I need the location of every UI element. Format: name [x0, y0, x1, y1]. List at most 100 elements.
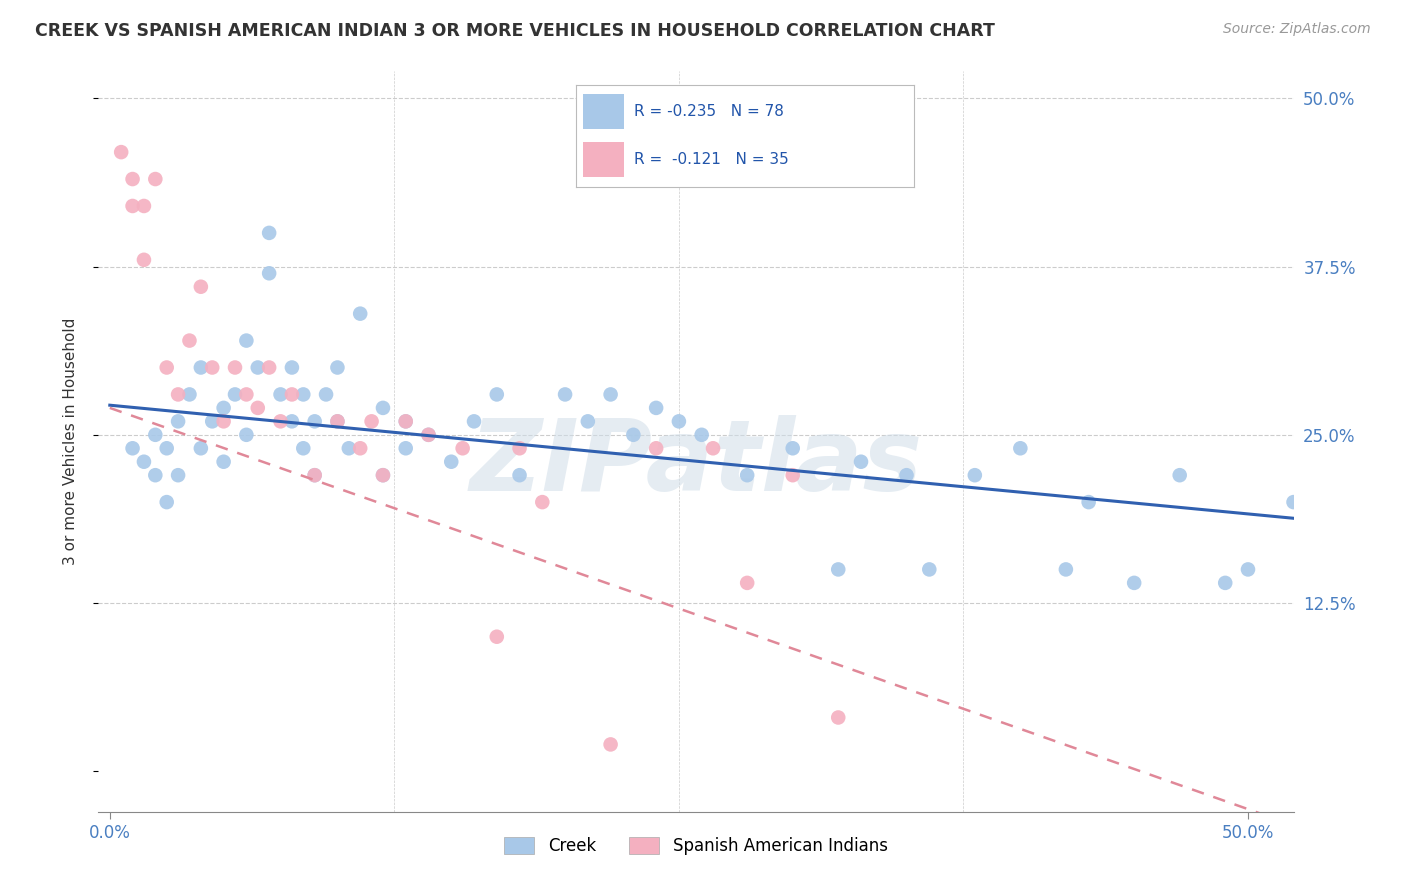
Point: [257, 266, 280, 280]
Point: [132, 455, 155, 469]
Point: [270, 414, 292, 428]
Point: [270, 387, 292, 401]
Point: [554, 387, 576, 401]
Point: [896, 468, 918, 483]
Point: [371, 468, 394, 483]
Point: [246, 401, 269, 415]
Text: ZIPatlas: ZIPatlas: [470, 416, 922, 512]
Point: [132, 199, 155, 213]
Point: [224, 387, 246, 401]
Point: [292, 442, 315, 456]
Point: [201, 360, 224, 375]
Point: [143, 172, 166, 186]
Point: [190, 360, 212, 375]
Point: [395, 414, 418, 428]
Text: CREEK VS SPANISH AMERICAN INDIAN 3 OR MORE VEHICLES IN HOUSEHOLD CORRELATION CHA: CREEK VS SPANISH AMERICAN INDIAN 3 OR MO…: [35, 22, 995, 40]
Text: R =  -0.121   N = 35: R = -0.121 N = 35: [634, 153, 789, 167]
Point: [1054, 562, 1077, 576]
Point: [418, 427, 440, 442]
Point: [509, 468, 531, 483]
Point: [418, 427, 440, 442]
Point: [645, 401, 668, 415]
Point: [371, 468, 394, 483]
Point: [143, 427, 166, 442]
Point: [509, 442, 531, 456]
Point: [304, 468, 326, 483]
Point: [315, 387, 337, 401]
Legend: Creek, Spanish American Indians: Creek, Spanish American Indians: [505, 837, 887, 855]
Point: [292, 387, 315, 401]
Point: [918, 562, 941, 576]
Point: [281, 414, 304, 428]
Point: [121, 172, 143, 186]
Point: [121, 442, 143, 456]
Point: [1282, 495, 1305, 509]
Point: [1168, 468, 1191, 483]
Point: [304, 468, 326, 483]
Point: [1237, 562, 1260, 576]
Point: [371, 401, 394, 415]
Point: [179, 387, 201, 401]
Point: [349, 442, 371, 456]
Point: [849, 455, 872, 469]
Point: [1213, 575, 1236, 590]
Point: [257, 226, 280, 240]
Point: [143, 468, 166, 483]
Point: [156, 495, 179, 509]
Point: [212, 414, 235, 428]
Point: [531, 495, 554, 509]
Y-axis label: 3 or more Vehicles in Household: 3 or more Vehicles in Household: [63, 318, 77, 566]
Point: [235, 334, 257, 348]
Point: [349, 307, 371, 321]
Point: [395, 414, 418, 428]
Point: [224, 360, 246, 375]
Point: [440, 455, 463, 469]
Point: [782, 442, 804, 456]
Point: [485, 630, 508, 644]
Point: [360, 414, 382, 428]
Point: [451, 442, 474, 456]
Point: [281, 360, 304, 375]
Point: [702, 442, 724, 456]
Point: [963, 468, 986, 483]
Point: [326, 414, 349, 428]
Point: [782, 468, 804, 483]
Point: [690, 427, 713, 442]
Point: [201, 414, 224, 428]
Point: [190, 279, 212, 293]
Point: [132, 252, 155, 267]
Point: [167, 414, 190, 428]
Point: [212, 401, 235, 415]
Point: [1374, 468, 1396, 483]
Point: [235, 427, 257, 442]
Point: [156, 360, 179, 375]
Point: [337, 442, 360, 456]
Point: [167, 468, 190, 483]
Point: [621, 427, 644, 442]
Point: [827, 562, 849, 576]
Point: [1010, 442, 1032, 456]
Point: [179, 334, 201, 348]
Bar: [583, 142, 624, 177]
Point: [304, 414, 326, 428]
Point: [463, 414, 485, 428]
Point: [167, 387, 190, 401]
Point: [735, 575, 758, 590]
Point: [281, 387, 304, 401]
Point: [212, 455, 235, 469]
Point: [326, 414, 349, 428]
Point: [395, 442, 418, 456]
Point: [1077, 495, 1099, 509]
Point: [257, 360, 280, 375]
Point: [576, 414, 599, 428]
Point: [110, 145, 132, 160]
Bar: [583, 94, 624, 128]
Point: [735, 468, 758, 483]
Point: [326, 360, 349, 375]
Point: [235, 387, 257, 401]
Point: [668, 414, 690, 428]
Point: [599, 738, 621, 752]
Text: R = -0.235   N = 78: R = -0.235 N = 78: [634, 103, 783, 119]
Point: [1351, 562, 1374, 576]
Point: [1123, 575, 1146, 590]
